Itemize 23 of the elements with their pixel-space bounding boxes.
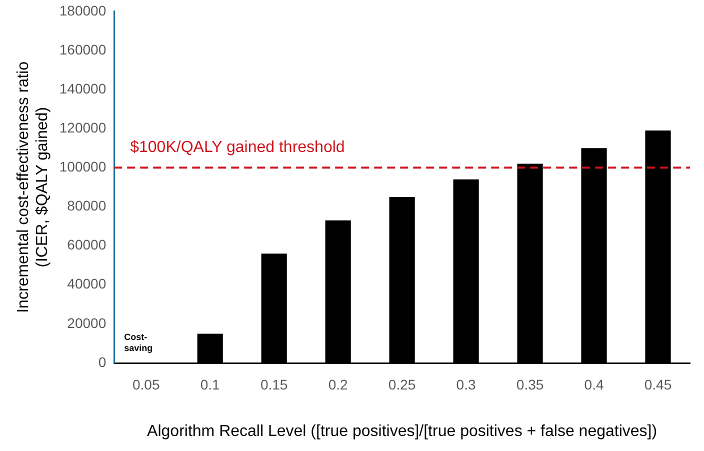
y-axis-title: Incremental cost-effectiveness ratio (ICER, $QALY gained) <box>15 61 52 313</box>
annotation: Cost-saving <box>124 332 153 353</box>
x-tick-label: 0.45 <box>644 376 672 392</box>
x-tick-label: 0.15 <box>260 376 288 392</box>
x-tick-label: 0.2 <box>328 376 348 392</box>
y-tick-label: 160000 <box>59 41 106 58</box>
y-tick-label: 60000 <box>67 236 106 253</box>
y-tick-label: 180000 <box>59 2 106 18</box>
y-tick-label: 120000 <box>59 119 106 136</box>
y-tick-label: 0 <box>98 354 106 370</box>
x-tick-label: 0.1 <box>200 376 220 392</box>
x-axis-title: Algorithm Recall Level ([true positives]/[true positives + false negatives]) <box>147 422 658 440</box>
x-tick-label: 0.05 <box>132 376 160 392</box>
y-tick-label: 80000 <box>67 198 106 214</box>
x-tick-label: 0.4 <box>584 376 604 392</box>
ref-line-label: $100K/QALY gained threshold <box>130 139 345 156</box>
x-tick-label: 0.35 <box>516 376 544 392</box>
x-tick-label: 0.25 <box>388 376 416 392</box>
x-tick-label: 0.3 <box>456 376 476 392</box>
y-tick-label: 20000 <box>67 314 106 331</box>
y-tick-label: 140000 <box>59 80 106 96</box>
y-tick-label: 100000 <box>59 158 106 175</box>
y-tick-label: 40000 <box>67 276 106 292</box>
